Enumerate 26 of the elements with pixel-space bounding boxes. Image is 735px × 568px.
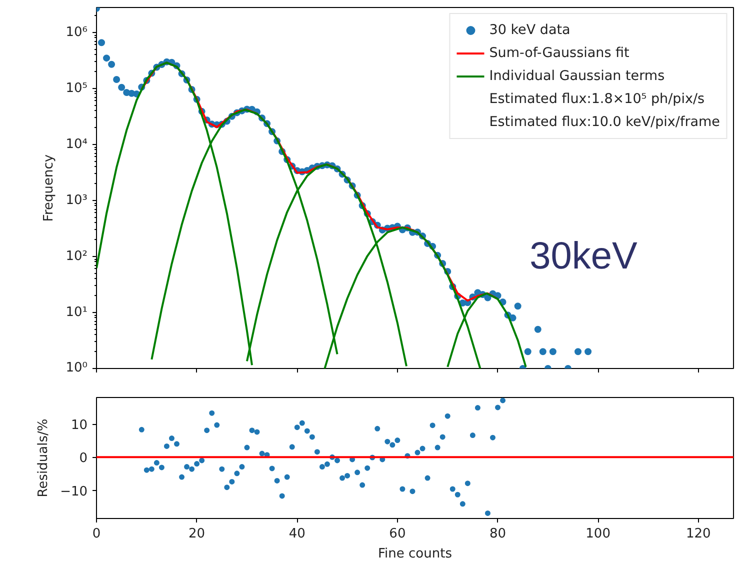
y-tick-label: 10³ [66,193,88,208]
y-tick-label: 0 [79,451,88,466]
x-tick-label: 100 [586,526,610,542]
x-tick-label: 0 [92,526,101,542]
y-axis-title: Residuals/% [36,418,52,498]
x-tick-label: 80 [489,526,506,542]
x-tick-label: 20 [188,526,206,542]
x-axis-title: Fine counts [378,546,452,562]
annotation: 30keV [530,236,638,278]
x-tick-label: 120 [686,526,711,542]
y-tick-label: 10¹ [66,305,88,320]
y-tick-label: −10 [60,484,88,500]
x-tick-label: 60 [389,526,406,542]
legend-label: 30 keV data [489,21,570,40]
y-axis-title: Frequency [42,154,57,222]
y-tick-label: 10 [70,418,88,434]
y-tick-label: 10⁴ [66,137,88,152]
y-tick-label: 10² [66,249,88,264]
x-tick-label: 40 [288,526,306,542]
annotation: Estimated flux:1.8×10⁵ ph/pix/s [489,90,705,109]
y-tick-label: 10⁶ [66,25,88,40]
legend-label: Individual Gaussian terms [489,67,665,86]
annotation: Estimated flux:10.0 keV/pix/frame [489,113,720,132]
y-tick-label: 10⁵ [66,81,88,96]
y-tick-label: 10⁰ [66,360,88,376]
legend-label: Sum-of-Gaussians fit [489,44,630,63]
